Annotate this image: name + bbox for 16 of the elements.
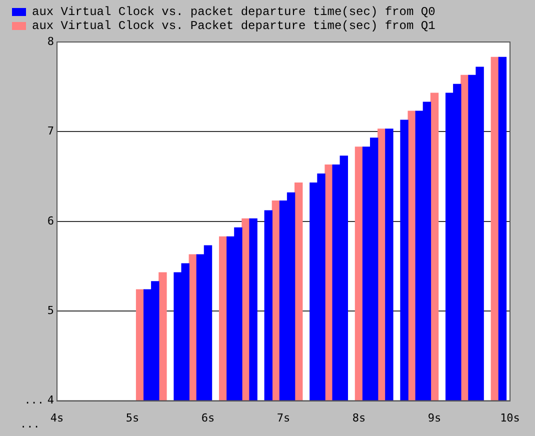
y-tick-label: 5 <box>47 304 54 317</box>
x-tick-label: 8s <box>352 411 366 424</box>
x-tick-label: 7s <box>276 411 290 424</box>
x-tick-label: 5s <box>126 411 140 424</box>
y-tick-label: 6 <box>47 214 54 228</box>
text: ... <box>24 396 44 408</box>
x-tick-label: 10s <box>500 411 520 424</box>
legend-label: aux Virtual Clock vs. Packet departure time(sec) from Q1 <box>32 19 436 34</box>
y-tick-label: 8 <box>47 34 54 48</box>
text: ... <box>20 420 40 432</box>
y-tick-label: 4 <box>47 394 54 407</box>
legend-label: aux Virtual Clock vs. packet departure time(sec) from Q0 <box>32 5 436 20</box>
y-tick-label: 7 <box>47 124 54 138</box>
x-tick-label: 4s <box>50 411 64 424</box>
x-tick-label: 9s <box>428 411 442 424</box>
x-tick-label: 6s <box>201 411 215 424</box>
